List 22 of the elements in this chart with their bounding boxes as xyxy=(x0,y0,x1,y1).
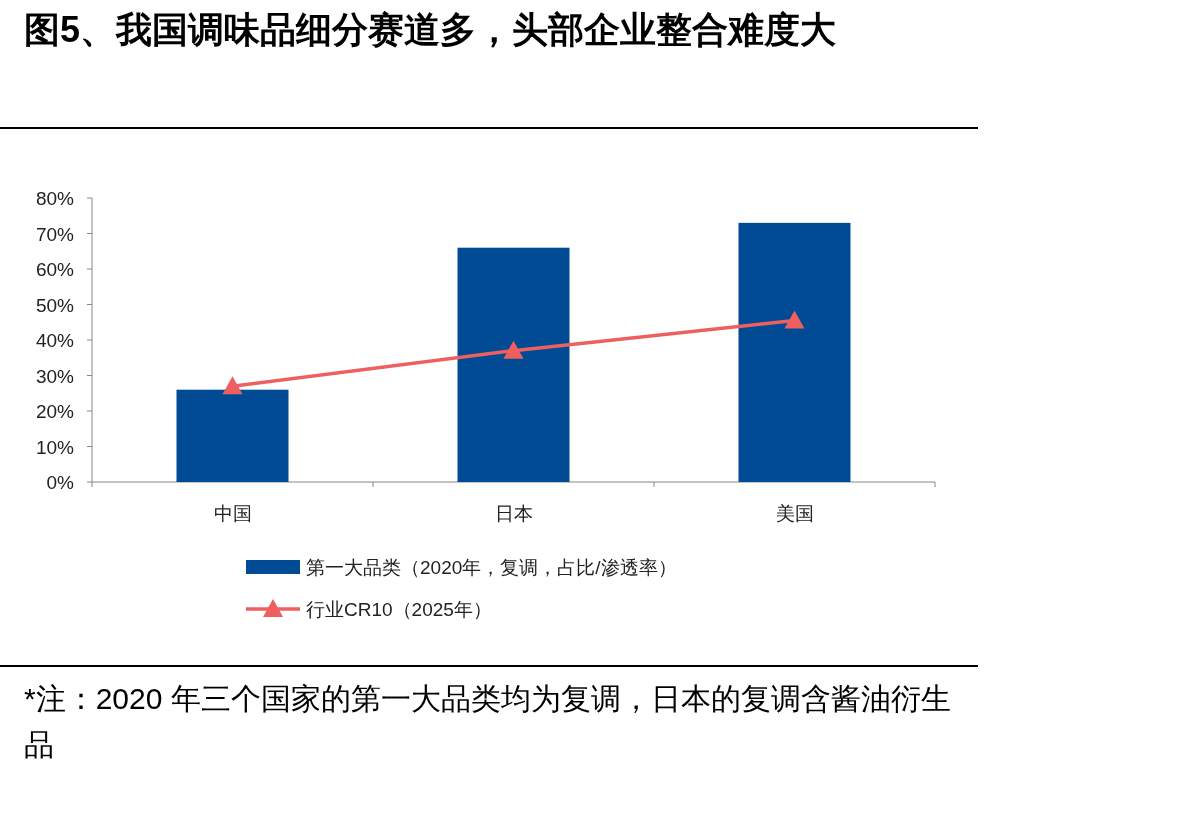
x-tick-label: 日本 xyxy=(494,503,533,524)
y-tick-label: 60% xyxy=(35,259,75,280)
x-tick-label: 美国 xyxy=(775,503,814,524)
y-tick-label: 50% xyxy=(35,294,75,316)
y-tick-label: 80% xyxy=(35,188,75,209)
bar xyxy=(738,222,851,482)
y-tick-label: 10% xyxy=(35,436,75,458)
bar xyxy=(176,389,289,482)
y-tick-label: 20% xyxy=(35,401,75,422)
y-tick-label: 40% xyxy=(35,330,75,351)
y-tick-label: 30% xyxy=(35,365,75,387)
legend-label: 行业CR10（2025年） xyxy=(306,599,492,620)
point xyxy=(503,340,524,359)
point xyxy=(222,376,243,395)
legend-label: 第一大品类（2020年，复调，占比/渗透率） xyxy=(306,557,677,578)
x-tick-label: 中国 xyxy=(213,503,252,524)
y-tick-label: 70% xyxy=(35,223,75,245)
y-tick-label: 0% xyxy=(46,472,75,493)
text: *注：2020 年三个国家的第一大品类均为复调，日本的复调含酱油衍生品 xyxy=(24,681,952,763)
point xyxy=(784,310,805,329)
bar xyxy=(457,247,570,482)
chart-title: 图5、我国调味品细分赛道多，头部企业整合难度大 xyxy=(24,8,838,52)
